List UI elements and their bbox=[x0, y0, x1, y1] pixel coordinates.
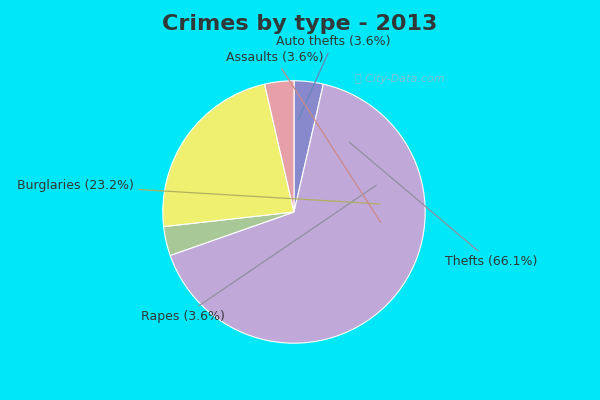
Wedge shape bbox=[163, 84, 294, 226]
Text: Auto thefts (3.6%): Auto thefts (3.6%) bbox=[276, 35, 391, 120]
Text: Rapes (3.6%): Rapes (3.6%) bbox=[140, 185, 376, 324]
Text: Thefts (66.1%): Thefts (66.1%) bbox=[349, 142, 537, 268]
Text: Assaults (3.6%): Assaults (3.6%) bbox=[226, 51, 381, 222]
Text: Crimes by type - 2013: Crimes by type - 2013 bbox=[163, 14, 437, 34]
Text: ⓘ City-Data.com: ⓘ City-Data.com bbox=[355, 74, 445, 84]
Wedge shape bbox=[164, 212, 294, 256]
Wedge shape bbox=[294, 81, 323, 212]
Text: Burglaries (23.2%): Burglaries (23.2%) bbox=[17, 179, 380, 204]
Wedge shape bbox=[265, 81, 294, 212]
Wedge shape bbox=[170, 84, 425, 343]
